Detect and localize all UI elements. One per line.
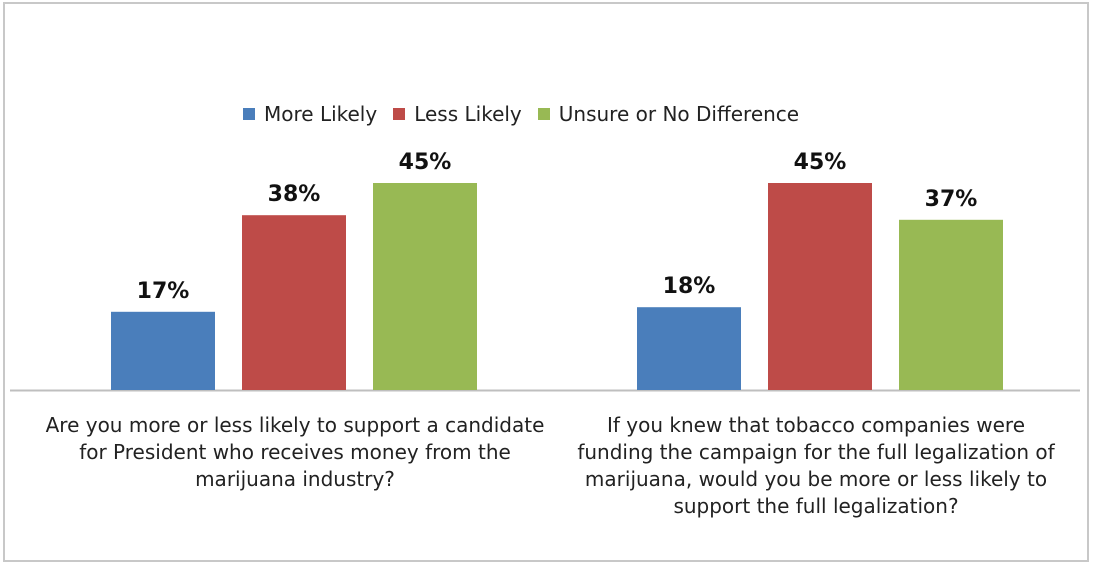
data-label-unsure-1: 45% [399, 150, 452, 175]
category-label-line: If you knew that tobacco companies were [607, 413, 1025, 437]
data-label-more-likely-2: 18% [663, 274, 716, 299]
category-label-line: for President who receives money from th… [79, 440, 511, 464]
category-label-line: funding the campaign for the full legali… [577, 440, 1055, 464]
legend: More Likely Less Likely Unsure or No Dif… [243, 100, 815, 128]
legend-label-less-likely: Less Likely [414, 102, 522, 126]
category-label-line: support the full legalization? [673, 494, 959, 518]
data-label-unsure-2: 37% [925, 187, 978, 212]
category-label-candidate-question: Are you more or less likely to support a… [15, 412, 575, 493]
bar-more-likely-1 [111, 311, 215, 390]
legend-swatch-unsure [537, 108, 550, 120]
bar-unsure-1 [373, 183, 477, 390]
data-label-less-likely-1: 38% [268, 182, 321, 207]
legend-swatch-more-likely [243, 108, 255, 120]
category-label-line: marijuana industry? [195, 467, 395, 491]
category-label-line: Are you more or less likely to support a… [45, 413, 545, 437]
bar-less-likely-2 [768, 183, 872, 390]
bar-chart: 17% 38% 45% 18% 45% 37% [10, 150, 1080, 392]
bar-unsure-2 [899, 219, 1003, 390]
category-label-tobacco-question: If you knew that tobacco companies were … [536, 412, 1096, 520]
legend-swatch-less-likely [393, 108, 406, 120]
data-label-less-likely-2: 45% [794, 150, 847, 175]
legend-item-more-likely: More Likely [243, 102, 377, 126]
bar-more-likely-2 [637, 307, 741, 390]
data-label-more-likely-1: 17% [137, 279, 190, 304]
category-label-line: marijuana, would you be more or less lik… [584, 467, 1048, 491]
legend-label-more-likely: More Likely [264, 102, 378, 126]
legend-item-less-likely: Less Likely [393, 102, 522, 126]
bar-less-likely-1 [242, 215, 346, 390]
legend-label-unsure: Unsure or No Difference [558, 102, 800, 126]
legend-item-unsure: Unsure or No Difference [537, 102, 800, 126]
